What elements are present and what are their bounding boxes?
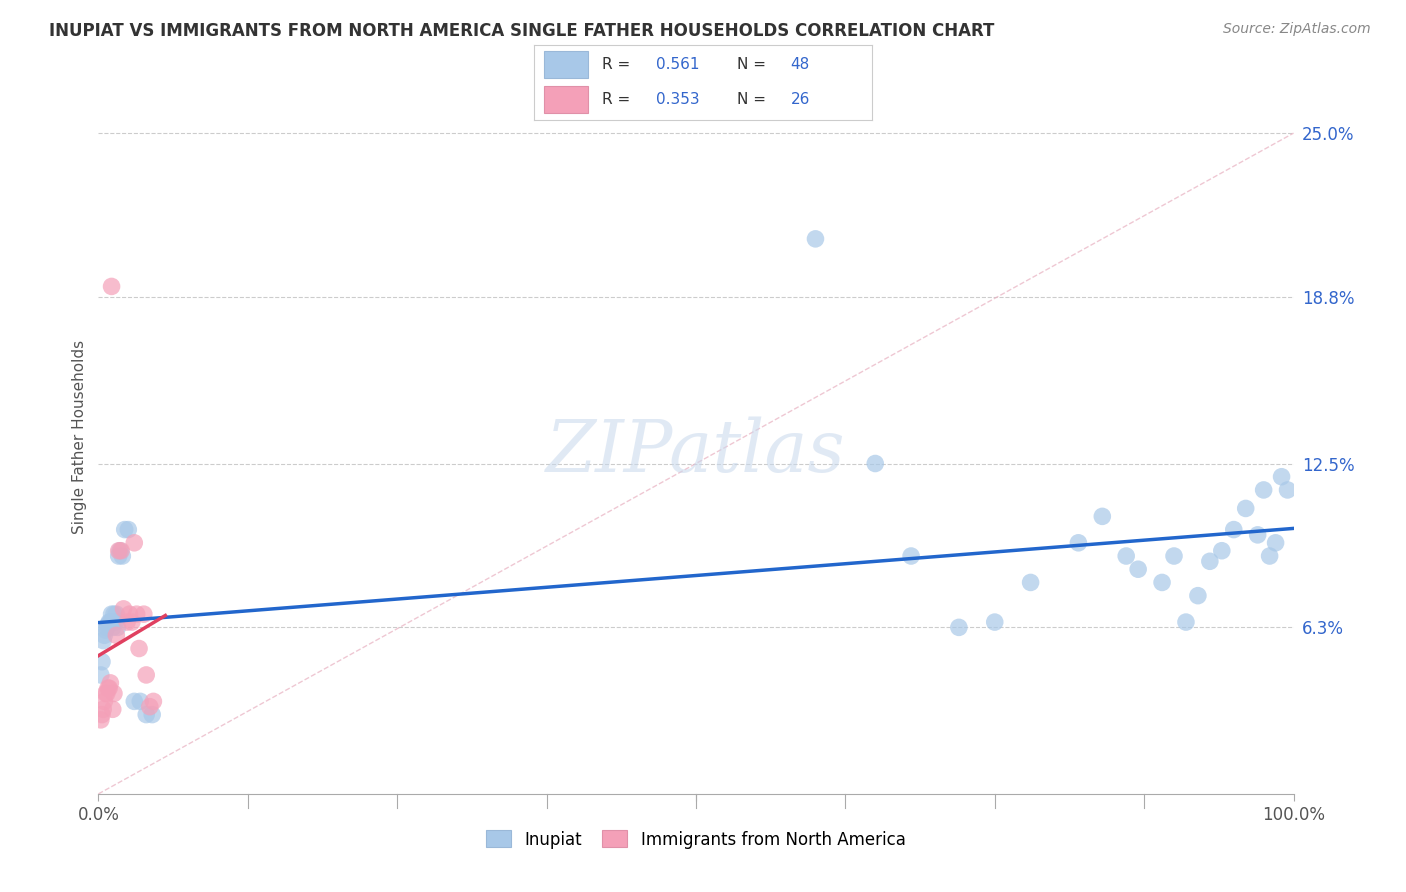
- Point: [103, 686, 125, 700]
- Point: [91, 633, 114, 648]
- Point: [142, 694, 165, 708]
- Point: [96, 686, 118, 700]
- Point: [900, 549, 922, 563]
- Point: [132, 607, 155, 622]
- Point: [1187, 589, 1209, 603]
- Point: [1211, 543, 1233, 558]
- Point: [91, 707, 114, 722]
- Point: [121, 615, 143, 629]
- Point: [104, 615, 127, 629]
- Point: [124, 536, 146, 550]
- Point: [1277, 483, 1299, 497]
- Point: [112, 602, 135, 616]
- Point: [96, 620, 118, 634]
- Point: [1091, 509, 1114, 524]
- Point: [100, 279, 122, 293]
- Text: R =: R =: [602, 57, 636, 72]
- Point: [105, 607, 128, 622]
- Point: [111, 549, 134, 563]
- Point: [1067, 536, 1090, 550]
- Point: [91, 702, 114, 716]
- Point: [107, 543, 129, 558]
- Point: [139, 699, 162, 714]
- Point: [114, 523, 136, 537]
- Point: [107, 549, 129, 563]
- Point: [1223, 523, 1246, 537]
- Point: [1234, 501, 1257, 516]
- Text: 26: 26: [790, 92, 810, 107]
- Point: [1128, 562, 1150, 576]
- Point: [1019, 575, 1042, 590]
- Point: [98, 676, 122, 690]
- Point: [103, 607, 125, 622]
- Point: [115, 615, 138, 629]
- Point: [1175, 615, 1198, 629]
- Legend: Inupiat, Immigrants from North America: Inupiat, Immigrants from North America: [478, 822, 914, 857]
- Point: [94, 686, 117, 700]
- Point: [141, 707, 163, 722]
- Point: [948, 620, 970, 634]
- Text: R =: R =: [602, 92, 636, 107]
- Point: [97, 681, 120, 695]
- Point: [124, 694, 146, 708]
- Point: [1115, 549, 1137, 563]
- Point: [135, 668, 157, 682]
- Text: N =: N =: [737, 92, 770, 107]
- Text: ZIPatlas: ZIPatlas: [546, 416, 846, 487]
- Point: [94, 623, 117, 637]
- Point: [1271, 469, 1294, 483]
- Point: [135, 707, 157, 722]
- Point: [101, 702, 124, 716]
- Point: [1199, 554, 1222, 568]
- Point: [1163, 549, 1185, 563]
- Point: [129, 694, 152, 708]
- Point: [984, 615, 1007, 629]
- Point: [865, 457, 887, 471]
- Point: [1253, 483, 1275, 497]
- Bar: [544, 87, 588, 112]
- Point: [93, 694, 115, 708]
- Point: [98, 615, 122, 629]
- Point: [125, 607, 148, 622]
- Point: [107, 620, 129, 634]
- Point: [117, 523, 139, 537]
- Point: [108, 543, 131, 558]
- Point: [100, 607, 122, 622]
- Point: [110, 543, 132, 558]
- Point: [128, 641, 150, 656]
- Y-axis label: Single Father Households: Single Father Households: [72, 340, 87, 534]
- Point: [91, 655, 114, 669]
- Text: 48: 48: [790, 57, 810, 72]
- Point: [1247, 528, 1270, 542]
- Bar: [544, 52, 588, 78]
- Point: [97, 617, 120, 632]
- Point: [1264, 536, 1286, 550]
- Point: [804, 232, 827, 246]
- Text: Source: ZipAtlas.com: Source: ZipAtlas.com: [1223, 22, 1371, 37]
- Point: [1152, 575, 1174, 590]
- Point: [101, 620, 124, 634]
- Point: [1258, 549, 1281, 563]
- Point: [90, 668, 112, 682]
- Point: [90, 713, 112, 727]
- Point: [98, 681, 121, 695]
- Text: 0.561: 0.561: [655, 57, 699, 72]
- Point: [93, 628, 115, 642]
- Point: [98, 615, 121, 629]
- Point: [118, 607, 141, 622]
- Text: N =: N =: [737, 57, 770, 72]
- Text: INUPIAT VS IMMIGRANTS FROM NORTH AMERICA SINGLE FATHER HOUSEHOLDS CORRELATION CH: INUPIAT VS IMMIGRANTS FROM NORTH AMERICA…: [49, 22, 994, 40]
- Point: [105, 628, 128, 642]
- Text: 0.353: 0.353: [655, 92, 699, 107]
